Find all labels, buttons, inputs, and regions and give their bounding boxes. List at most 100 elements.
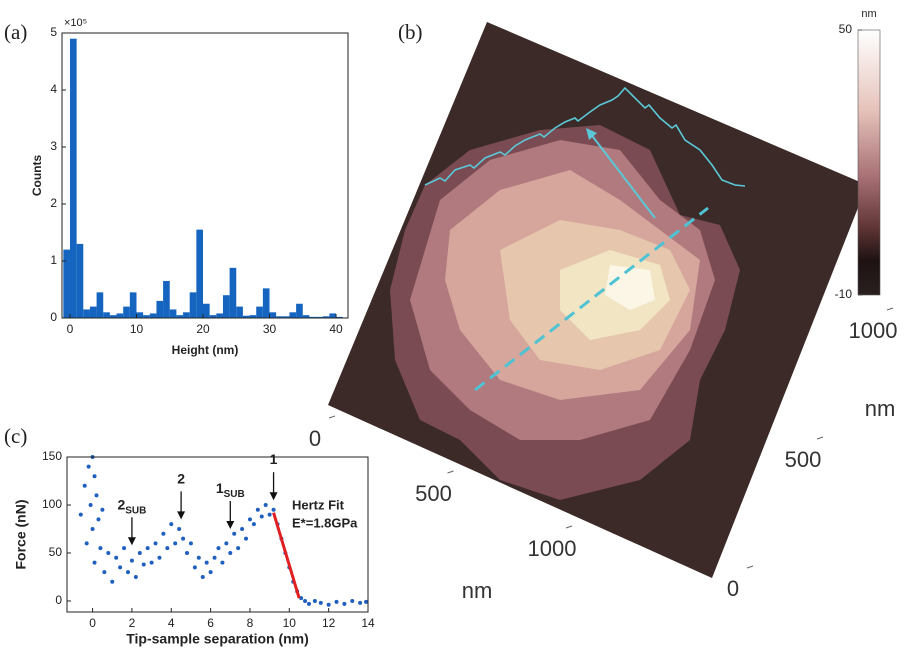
data-point (94, 493, 99, 498)
y-tick-label: 2 (50, 196, 57, 210)
x-tick-label: 8 (247, 616, 254, 630)
axis-multiplier: ×10⁵ (64, 17, 87, 29)
histogram-bar (63, 249, 70, 318)
arrow-head (226, 520, 235, 529)
histogram-bar (149, 313, 157, 318)
axes-frame (66, 456, 369, 613)
axis-tick-label: 500 (415, 481, 452, 506)
data-point (200, 574, 205, 579)
x-tick-label: 40 (329, 322, 343, 336)
histogram-bar (143, 315, 150, 318)
data-point (263, 502, 268, 507)
data-point (208, 570, 213, 575)
histogram-bar (296, 303, 303, 318)
data-point (306, 601, 311, 606)
data-point (173, 541, 178, 546)
x-tick-label: 14 (361, 616, 375, 630)
axis-tick (328, 415, 336, 419)
y-tick-label: 5 (50, 25, 57, 39)
histogram-bar (262, 288, 270, 318)
y-tick-label: 0 (55, 593, 62, 607)
annotation-text: 2 (117, 496, 125, 512)
data-point (350, 598, 355, 603)
colorbar (857, 29, 881, 296)
data-point (236, 546, 241, 551)
data-point (259, 514, 264, 519)
plot-area (67, 457, 368, 612)
histogram-bar (269, 312, 277, 318)
histogram-bar (249, 315, 257, 318)
annotation-text: 1 (270, 451, 278, 467)
data-point (92, 474, 97, 479)
histogram-bar (203, 303, 210, 318)
data-point (92, 560, 97, 565)
axis-tick-label: 0 (309, 426, 321, 451)
colorbar-tick-label: -10 (835, 287, 853, 301)
panel-label: (b) (398, 20, 423, 44)
x-tick-label: 0 (89, 616, 96, 630)
histogram-bar (136, 312, 144, 318)
data-point (267, 512, 272, 517)
data-point (188, 541, 193, 546)
histogram-bar (169, 309, 177, 318)
annotation-subscript: SUB (125, 505, 146, 516)
profile-cut (474, 206, 709, 392)
y-tick-label: 100 (42, 497, 62, 511)
histogram-bar (289, 312, 297, 318)
x-tick-label: 10 (283, 616, 297, 630)
data-point (196, 555, 201, 560)
annotation-label: 1 (270, 451, 278, 467)
data-point (247, 517, 252, 522)
axis-tick-label: 500 (785, 447, 822, 472)
height-profile (424, 86, 746, 187)
data-point (181, 536, 186, 541)
annotation-label: 2SUB (117, 496, 146, 516)
histogram-bar (69, 38, 77, 318)
data-point (220, 560, 225, 565)
data-point (212, 555, 217, 560)
panel-label: (a) (4, 20, 27, 44)
afm-image (328, 22, 881, 578)
histogram-bar (176, 315, 184, 318)
y-axis-label: Force (nN) (13, 500, 29, 570)
data-point (255, 507, 260, 512)
axis-tick-label: 1000 (528, 536, 577, 561)
x-tick-label: 6 (207, 616, 214, 630)
data-point (326, 602, 331, 607)
data-point (129, 558, 134, 563)
histogram-bar (96, 292, 104, 318)
x-tick-label: 30 (263, 322, 277, 336)
histogram-bar (229, 267, 237, 318)
colorbar-tick-label: 50 (839, 22, 853, 36)
histogram-bar (242, 315, 250, 318)
axis-tick (746, 565, 754, 569)
fit-label: E*=1.8GPa (292, 515, 358, 530)
histogram-bar (236, 306, 243, 318)
data-point (86, 464, 91, 469)
data-point (145, 546, 150, 551)
data-point (244, 536, 249, 541)
colorbar-unit: nm (861, 8, 876, 20)
data-point (334, 599, 339, 604)
histogram-bar (276, 316, 283, 318)
profile-arrow (589, 132, 656, 219)
data-point (228, 550, 233, 555)
data-point (100, 507, 105, 512)
data-point (125, 570, 130, 575)
x-tick-label: 0 (67, 322, 74, 336)
data-point (137, 550, 142, 555)
annotation-text: 1 (216, 480, 224, 496)
arrow-head (177, 511, 186, 520)
data-point (153, 541, 158, 546)
data-point (102, 570, 107, 575)
annotation-text: 2 (177, 470, 185, 486)
axis-tick (447, 470, 454, 474)
y-tick-label: 4 (50, 82, 57, 96)
axes-frame (61, 32, 349, 319)
data-point (88, 502, 93, 507)
data-point (240, 526, 245, 531)
arrow-head (127, 537, 136, 546)
x-axis-label: Tip-sample separation (nm) (126, 631, 309, 647)
